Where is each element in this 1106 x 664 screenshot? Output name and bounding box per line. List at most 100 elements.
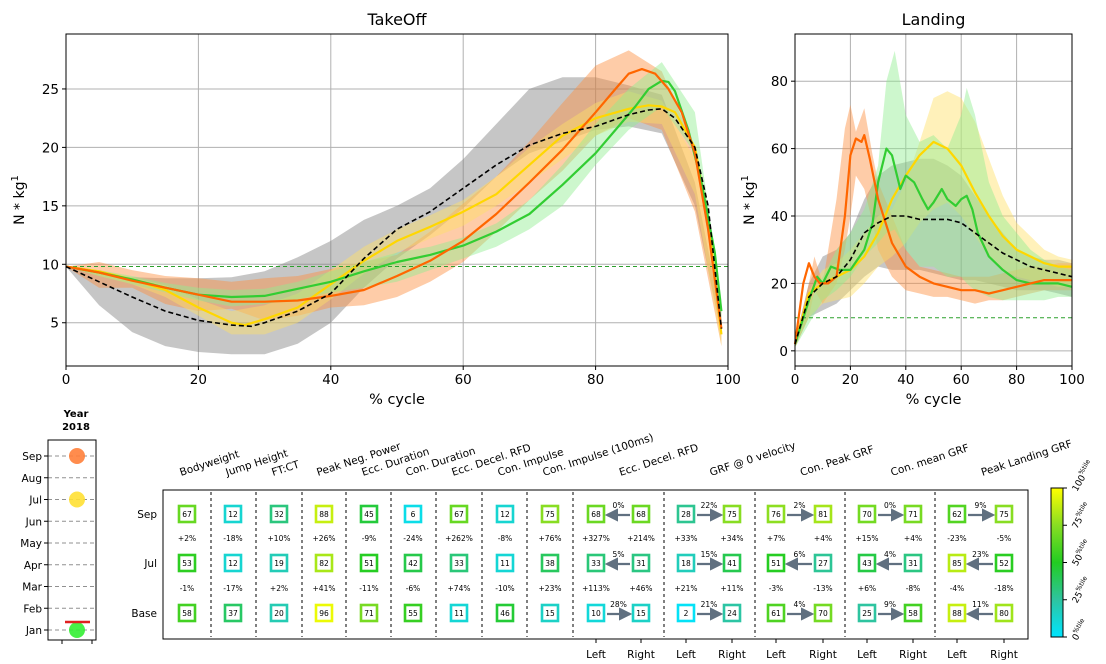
- delta-value: -9%: [362, 534, 377, 543]
- y-axis-label: N * kg1: [740, 175, 758, 225]
- plot-area: [795, 34, 1072, 366]
- x-tick-label: 0: [791, 372, 800, 388]
- percentile-box: [223, 504, 243, 524]
- percentile-value: 15: [636, 609, 646, 618]
- percentile-value: 11: [500, 559, 510, 568]
- percentile-box: [314, 553, 334, 573]
- side-label-right: Right: [627, 649, 655, 661]
- percentile-value: 27: [818, 559, 828, 568]
- delta-value: -24%: [403, 534, 422, 543]
- delta-value: -3%: [769, 584, 784, 593]
- y-tick-label: 60: [771, 142, 788, 158]
- asymmetry-value: 15%: [701, 550, 718, 559]
- percentile-box: [813, 553, 833, 573]
- y-tick-label: 10: [42, 257, 59, 273]
- asymmetry-value: 2%: [794, 501, 806, 510]
- row-label: Jul: [143, 558, 157, 570]
- confidence-band: [795, 158, 1072, 348]
- percentile-box: [994, 603, 1014, 623]
- percentile-value: 20: [274, 609, 284, 618]
- x-tick-label: 100: [1059, 372, 1085, 388]
- percentile-value: 55: [408, 609, 418, 618]
- y-axis-label: N * kg1: [10, 175, 28, 225]
- percentile-box: [722, 603, 742, 623]
- percentile-box: [540, 603, 560, 623]
- percentile-value: 24: [727, 609, 737, 618]
- delta-value: +34%: [721, 534, 744, 543]
- percentile-box: [813, 603, 833, 623]
- asymmetry-value: 28%: [610, 600, 627, 609]
- percentile-value: 33: [591, 559, 601, 568]
- percentile-value: 67: [454, 510, 464, 519]
- percentile-box: [359, 603, 379, 623]
- percentile-box: [177, 504, 197, 524]
- percentile-value: 31: [636, 559, 646, 568]
- colorbar-label: 75%tile: [1068, 500, 1093, 531]
- colorbar-suffix: %tile: [1074, 537, 1089, 555]
- percentile-box: [676, 603, 696, 623]
- side-label-left: Left: [766, 649, 786, 661]
- asymmetry-value: 5%: [613, 550, 625, 559]
- percentile-value: 25: [862, 609, 872, 618]
- asymmetry-value: 21%: [701, 600, 718, 609]
- confidence-band: [66, 77, 722, 355]
- percentile-box: [631, 504, 651, 524]
- percentile-value: 51: [771, 559, 781, 568]
- percentile-box: [631, 603, 651, 623]
- percentile-value: 33: [454, 559, 464, 568]
- delta-value: -6%: [406, 584, 421, 593]
- percentile-box: [813, 504, 833, 524]
- percentile-box: [766, 603, 786, 623]
- month-label: Feb: [23, 603, 42, 615]
- colorbar-value: 25: [1071, 590, 1085, 605]
- row-label: Sep: [137, 509, 157, 521]
- y-tick-label: 20: [42, 140, 59, 156]
- asymmetry-value: 4%: [794, 600, 806, 609]
- percentile-value: 62: [952, 510, 962, 519]
- delta-value: +41%: [313, 584, 336, 593]
- percentile-box: [403, 553, 423, 573]
- percentile-box: [223, 603, 243, 623]
- side-label-right: Right: [990, 649, 1018, 661]
- side-label-left: Left: [676, 649, 696, 661]
- x-tick-label: 80: [1008, 372, 1025, 388]
- percentile-value: 88: [319, 510, 329, 519]
- delta-value: +2%: [270, 584, 288, 593]
- confidence-band: [66, 50, 722, 347]
- column-header: Con. mean GRF: [889, 442, 970, 479]
- delta-value: +11%: [721, 584, 744, 593]
- percentile-box: [722, 504, 742, 524]
- percentile-box: [766, 504, 786, 524]
- side-label-left: Left: [947, 649, 967, 661]
- delta-value: -23%: [947, 534, 966, 543]
- x-tick-label: 20: [190, 372, 207, 388]
- month-label: Jan: [25, 625, 42, 637]
- percentile-value: 71: [908, 510, 918, 519]
- percentile-value: 42: [408, 559, 418, 568]
- percentile-value: 19: [274, 559, 284, 568]
- column-header: GRF @ 0 velocity: [708, 440, 797, 479]
- chart-title: TakeOff: [366, 10, 427, 29]
- month-label: Sep: [22, 451, 42, 463]
- colorbar-suffix: %tile: [1074, 575, 1089, 593]
- confidence-band: [795, 104, 1072, 348]
- delta-value: +7%: [767, 534, 785, 543]
- percentile-box: [495, 603, 515, 623]
- percentile-box: [631, 553, 651, 573]
- x-tick-label: 60: [455, 372, 472, 388]
- asymmetry-value: 11%: [972, 600, 989, 609]
- x-tick-label: 40: [897, 372, 914, 388]
- series-line: [65, 79, 723, 312]
- plot-frame: [794, 33, 1073, 367]
- colorbar-suffix: %tile: [1071, 617, 1086, 635]
- percentile-box: [403, 603, 423, 623]
- y-tick-label: 20: [771, 276, 788, 292]
- percentile-value: 88: [952, 609, 962, 618]
- colorbar-suffix: %tile: [1077, 458, 1092, 476]
- delta-value: +327%: [582, 534, 610, 543]
- percentile-box: [676, 504, 696, 524]
- percentile-box: [449, 603, 469, 623]
- delta-value: +2%: [178, 534, 196, 543]
